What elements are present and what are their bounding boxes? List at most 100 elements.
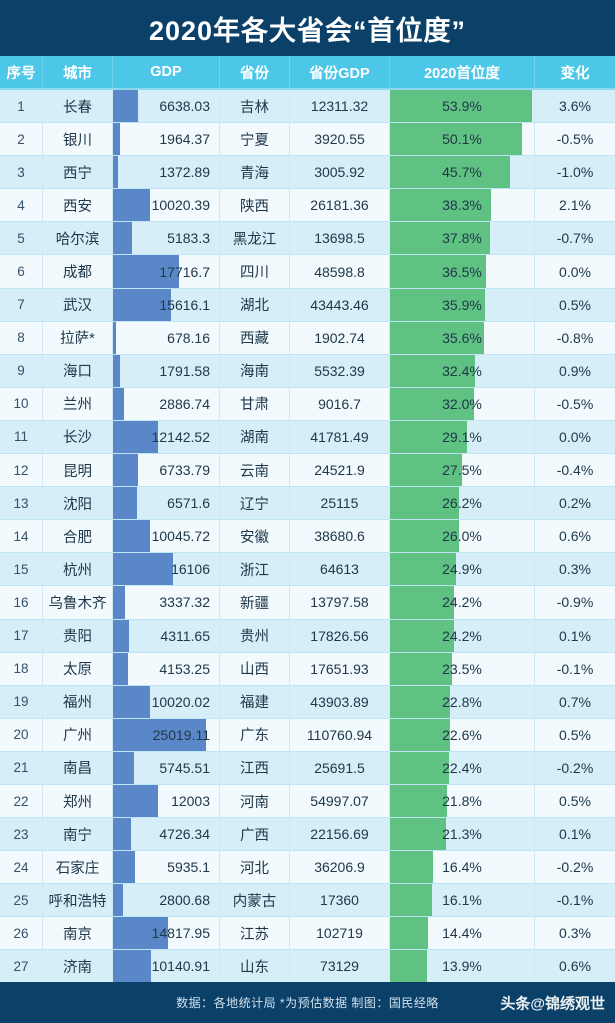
column-header-change: 变化 bbox=[560, 65, 590, 82]
table-body: 1 长春 6638.03 吉林 12311.32 53.9% 3.6% 2 银川 1964.37 宁… bbox=[0, 90, 615, 984]
rate-bar bbox=[390, 454, 463, 487]
row-rate-bar-cell: 13.9% bbox=[390, 950, 535, 983]
gdp-bar bbox=[113, 751, 135, 784]
row-gdp-bar-cell: 17716.7 bbox=[113, 255, 220, 288]
row-province-gdp: 1902.74 bbox=[290, 321, 390, 354]
row-rate-bar-cell: 22.4% bbox=[390, 751, 535, 784]
gdp-bar bbox=[113, 818, 131, 851]
row-rate-value: 22.4% bbox=[442, 759, 482, 776]
rate-bar bbox=[390, 784, 448, 818]
row-rate-value: 23.5% bbox=[442, 660, 482, 677]
row-index: 5 bbox=[0, 222, 43, 255]
row-index: 26 bbox=[0, 917, 43, 950]
gdp-bar bbox=[113, 685, 151, 718]
row-province: 贵州 bbox=[220, 619, 290, 652]
rate-bar bbox=[390, 354, 476, 387]
row-change: -0.9% bbox=[556, 594, 594, 611]
row-province: 广西 bbox=[220, 818, 290, 851]
row-gdp-value: 17716.7 bbox=[159, 263, 210, 280]
row-gdp-bar-cell: 2886.74 bbox=[113, 387, 220, 420]
row-rate-value: 45.7% bbox=[442, 164, 482, 181]
row-province-gdp: 43903.89 bbox=[290, 685, 390, 718]
gdp-bar bbox=[113, 222, 133, 255]
row-gdp-value: 6638.03 bbox=[159, 98, 210, 115]
row-index: 1 bbox=[0, 90, 43, 123]
row-rate-bar-cell: 21.8% bbox=[390, 784, 535, 818]
table-row: 24 石家庄 5935.1 河北 36206.9 16.4% -0.2% bbox=[0, 851, 615, 885]
row-province: 江西 bbox=[220, 751, 290, 784]
row-city: 西安 bbox=[43, 189, 113, 222]
gdp-bar bbox=[113, 255, 179, 288]
row-city: 长沙 bbox=[43, 420, 113, 454]
row-gdp-bar-cell: 15616.1 bbox=[113, 288, 220, 321]
rate-bar bbox=[390, 387, 475, 420]
gdp-bar bbox=[113, 454, 138, 487]
row-gdp-value: 3337.32 bbox=[159, 594, 210, 611]
row-rate-value: 24.9% bbox=[442, 561, 482, 578]
row-gdp-value: 4726.34 bbox=[159, 826, 210, 843]
table-row: 15 杭州 16106 浙江 64613 24.9% 0.3% bbox=[0, 553, 615, 587]
row-change: 0.1% bbox=[559, 826, 591, 843]
row-index: 7 bbox=[0, 288, 43, 321]
gdp-bar bbox=[113, 420, 159, 454]
row-province: 辽宁 bbox=[220, 487, 290, 520]
row-city: 哈尔滨 bbox=[43, 222, 113, 255]
rate-bar bbox=[390, 685, 451, 718]
table-row: 1 长春 6638.03 吉林 12311.32 53.9% 3.6% bbox=[0, 90, 615, 124]
gdp-bar bbox=[113, 387, 124, 420]
rate-bar bbox=[390, 619, 454, 652]
row-province-gdp: 110760.94 bbox=[290, 718, 390, 751]
row-province-gdp: 64613 bbox=[290, 553, 390, 586]
row-change: -0.1% bbox=[556, 660, 594, 677]
row-rate-value: 32.0% bbox=[442, 395, 482, 412]
column-header-city: 城市 bbox=[43, 56, 113, 88]
table-row: 11 长沙 12142.52 湖南 41781.49 29.1% 0.0% bbox=[0, 420, 615, 455]
row-province-gdp: 17826.56 bbox=[290, 619, 390, 652]
row-gdp-value: 678.16 bbox=[167, 329, 210, 346]
row-city: 兰州 bbox=[43, 387, 113, 420]
row-rate-value: 38.3% bbox=[442, 197, 482, 214]
row-province: 新疆 bbox=[220, 586, 290, 619]
row-province: 广东 bbox=[220, 718, 290, 751]
row-province-gdp: 73129 bbox=[290, 950, 390, 983]
row-rate-value: 50.1% bbox=[442, 131, 482, 148]
row-rate-value: 53.9% bbox=[442, 98, 482, 115]
row-index: 3 bbox=[0, 156, 43, 189]
row-rate-bar-cell: 35.9% bbox=[390, 288, 535, 321]
row-province: 湖北 bbox=[220, 288, 290, 321]
row-change: -0.7% bbox=[556, 230, 594, 247]
table-row: 23 南宁 4726.34 广西 22156.69 21.3% 0.1% bbox=[0, 818, 615, 852]
row-province-gdp: 26181.36 bbox=[290, 189, 390, 222]
table-row: 2 银川 1964.37 宁夏 3920.55 50.1% -0.5% bbox=[0, 123, 615, 157]
row-change: 0.0% bbox=[559, 428, 591, 445]
gdp-bar bbox=[113, 288, 171, 321]
row-province-gdp: 3920.55 bbox=[290, 123, 390, 156]
row-city: 武汉 bbox=[43, 288, 113, 321]
row-city: 石家庄 bbox=[43, 851, 113, 884]
row-province-gdp: 13797.58 bbox=[290, 586, 390, 619]
row-rate-value: 16.4% bbox=[442, 859, 482, 876]
row-rate-bar-cell: 21.3% bbox=[390, 818, 535, 851]
row-province: 甘肃 bbox=[220, 387, 290, 420]
table-row: 26 南京 14817.95 江苏 102719 14.4% 0.3% bbox=[0, 917, 615, 951]
row-gdp-value: 2800.68 bbox=[159, 892, 210, 909]
row-index: 4 bbox=[0, 189, 43, 222]
row-rate-bar-cell: 22.6% bbox=[390, 718, 535, 751]
table-row: 9 海口 1791.58 海南 5532.39 32.4% 0.9% bbox=[0, 354, 615, 388]
row-gdp-bar-cell: 5935.1 bbox=[113, 851, 220, 884]
table-row: 27 济南 10140.91 山东 73129 13.9% 0.6% bbox=[0, 950, 615, 984]
row-change: -0.5% bbox=[556, 395, 594, 412]
row-province-gdp: 36206.9 bbox=[290, 851, 390, 884]
row-change: -0.2% bbox=[556, 859, 594, 876]
row-rate-bar-cell: 53.9% bbox=[390, 90, 535, 123]
row-index: 2 bbox=[0, 123, 43, 156]
row-rate-bar-cell: 32.0% bbox=[390, 387, 535, 420]
rate-bar bbox=[390, 156, 511, 189]
row-province: 海南 bbox=[220, 354, 290, 387]
rate-bar bbox=[390, 917, 428, 950]
table-row: 6 成都 17716.7 四川 48598.8 36.5% 0.0% bbox=[0, 255, 615, 289]
row-city: 银川 bbox=[43, 123, 113, 156]
row-gdp-bar-cell: 4311.65 bbox=[113, 619, 220, 652]
row-index: 11 bbox=[0, 420, 43, 454]
row-index: 10 bbox=[0, 387, 43, 420]
